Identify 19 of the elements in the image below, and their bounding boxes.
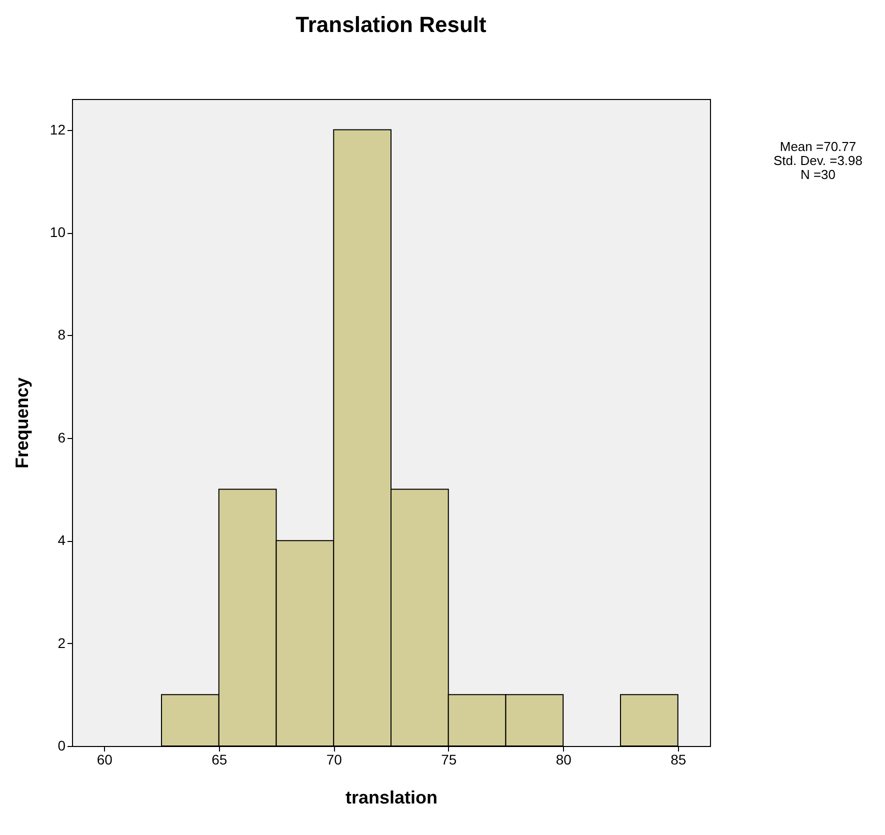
text: Mean =70.77 — [780, 139, 856, 154]
y-tick-label: 10 — [50, 224, 66, 240]
text: Std. Dev. =3.98 — [773, 153, 863, 168]
chart-title: Translation Result — [296, 12, 488, 37]
y-tick-label: 2 — [58, 634, 66, 651]
y-tick-label: 12 — [50, 121, 66, 138]
x-tick-label: 60 — [96, 752, 113, 768]
x-tick-label: 70 — [326, 752, 342, 768]
y-tick-label: 6 — [58, 429, 66, 446]
x-tick-label: 85 — [670, 752, 686, 768]
y-tick-label: 0 — [58, 738, 66, 754]
y-tick-label: 4 — [58, 532, 66, 548]
x-tick-label: 65 — [212, 752, 228, 768]
x-tick-label: 75 — [441, 752, 457, 768]
x-axis-title: translation — [345, 788, 438, 808]
y-axis-title: Frequency — [12, 377, 32, 469]
y-tick-label: 8 — [58, 326, 66, 343]
x-tick-label: 80 — [556, 752, 572, 768]
text: N =30 — [800, 167, 836, 182]
